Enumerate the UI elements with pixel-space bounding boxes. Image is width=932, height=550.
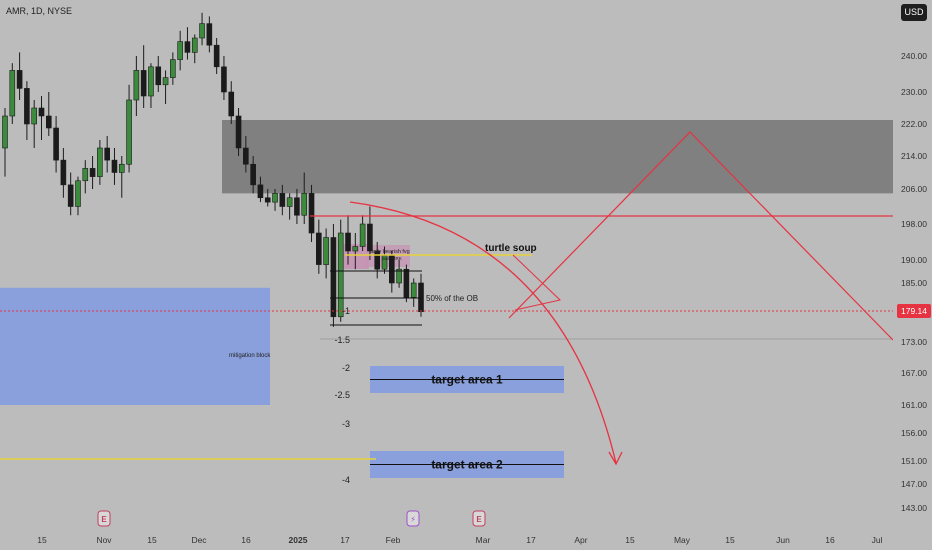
candle-body (213, 44, 220, 68)
candle-body (206, 23, 213, 46)
candle-body (60, 159, 67, 186)
candle-body (410, 282, 417, 298)
candle-body (140, 70, 147, 97)
candle-body (24, 88, 30, 125)
target-area-1-label: target area 1 (431, 373, 503, 387)
candle-body (177, 41, 183, 60)
candle-body (308, 193, 315, 234)
candle-body (126, 99, 132, 165)
mitigation-block-zone (0, 287, 270, 405)
candle-body (148, 66, 154, 97)
candle-body (16, 70, 23, 89)
candle-body (184, 41, 191, 53)
fib-label: -1 (342, 306, 350, 316)
candle-body (221, 66, 227, 93)
candle-body (294, 197, 300, 216)
ob-50-label: 50% of the OB (426, 294, 478, 303)
turtle-soup-label: turtle soup (485, 243, 537, 254)
candle-body (133, 70, 140, 101)
time-axis[interactable] (0, 528, 932, 550)
candle-body (418, 282, 424, 313)
candle-body (53, 127, 59, 161)
zones-layer (0, 120, 893, 478)
candle-body (45, 115, 52, 129)
candle-body (111, 159, 118, 173)
candle-body (75, 180, 81, 207)
daily-brk-label: daily BRK (382, 256, 402, 261)
candle-body (367, 223, 373, 252)
candle-body (374, 250, 381, 270)
candle-body (170, 59, 176, 78)
projection-arrowhead (608, 451, 623, 466)
projection-small (512, 254, 562, 311)
fvg-label: daily bearish fvg (370, 249, 410, 255)
candle-body (323, 237, 329, 265)
candle-body (82, 168, 89, 182)
candle-body (118, 163, 125, 173)
price-axis[interactable] (893, 0, 932, 528)
candle-body (243, 147, 249, 165)
candle-body (403, 268, 410, 298)
candle-body (104, 147, 110, 161)
candle-body (250, 163, 256, 186)
candle-body (316, 232, 322, 265)
candle-body (38, 107, 45, 117)
candle-body (337, 232, 344, 318)
currency-button[interactable]: USD (901, 4, 927, 21)
candle-body (9, 70, 16, 117)
candle-body (31, 107, 37, 125)
candle-body (155, 66, 162, 86)
candle-body (191, 37, 198, 53)
projection-triangle (508, 131, 894, 341)
candle-body (286, 197, 293, 207)
fib-label: -1.5 (334, 335, 350, 345)
candle-body (89, 168, 96, 177)
candle-body (228, 91, 235, 117)
candles-layer (2, 12, 424, 327)
candle-body (396, 268, 402, 284)
candle-body (352, 246, 359, 252)
drawings-layer (0, 131, 894, 466)
candle-body (2, 115, 8, 149)
mitigation-block-label: mitigation block (229, 353, 271, 359)
candle-body (162, 77, 169, 86)
candle-body (257, 184, 264, 199)
candle-body (67, 184, 74, 207)
candle-body (272, 193, 278, 203)
candle-body (345, 232, 351, 252)
fib-label: -3 (342, 419, 350, 429)
candle-body (330, 237, 337, 318)
projection-arrow (349, 201, 617, 464)
fib-label: -2 (342, 363, 350, 373)
candle-body (264, 197, 271, 203)
supply-zone (222, 120, 893, 194)
candle-body (199, 23, 205, 39)
candle-body (235, 115, 242, 149)
candle-body (359, 223, 366, 247)
candle-body (279, 193, 286, 207)
fib-label: -4 (342, 475, 350, 485)
target-area-2-label: target area 2 (431, 458, 503, 472)
fib-label: -2.5 (334, 390, 350, 400)
candle-body (97, 147, 103, 177)
symbol-title: AMR, 1D, NYSE (6, 6, 73, 16)
candle-body (301, 193, 308, 216)
